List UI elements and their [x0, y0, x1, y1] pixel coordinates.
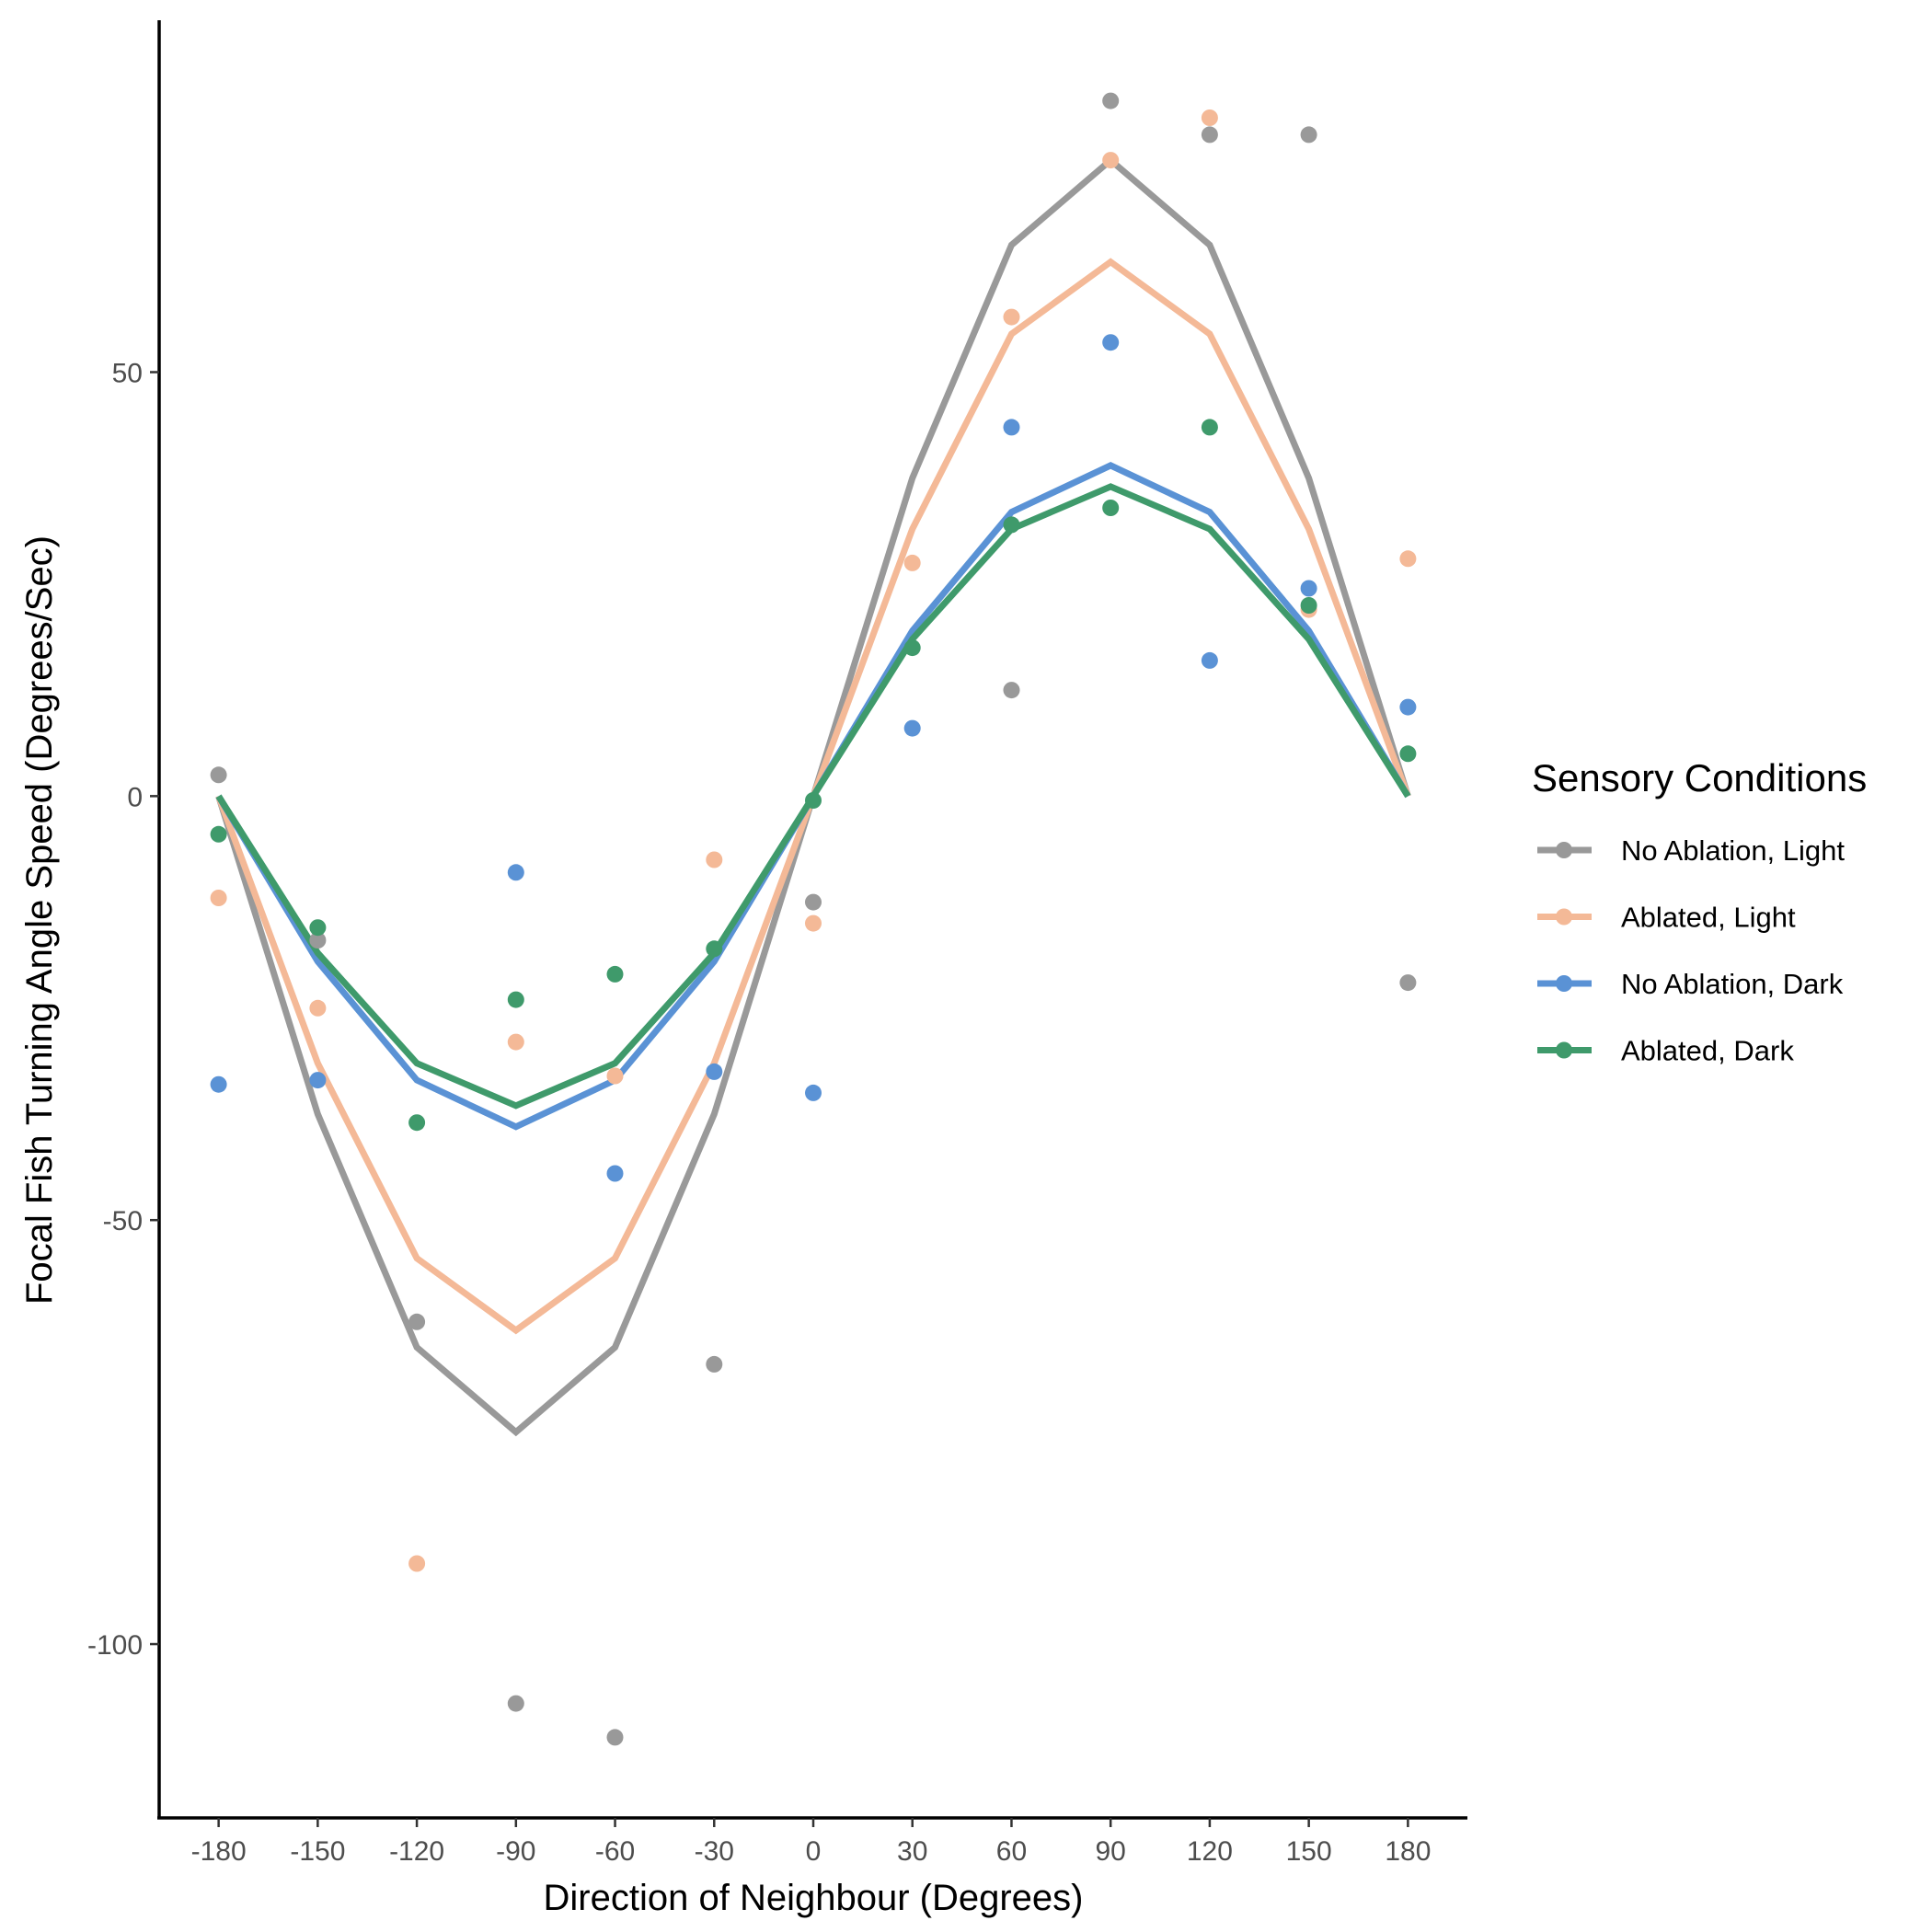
- legend-label: No Ablation, Dark: [1621, 968, 1844, 1000]
- series-point-0: [408, 1313, 426, 1330]
- series-point-3: [1300, 597, 1317, 614]
- legend-label: Ablated, Light: [1621, 902, 1796, 934]
- series-point-0: [706, 1355, 723, 1373]
- series-point-1: [1102, 152, 1120, 169]
- legend: Sensory Conditions No Ablation, Light Abl…: [1532, 756, 1867, 1067]
- series-point-2: [805, 1084, 822, 1101]
- series-point-0: [507, 1695, 524, 1712]
- series-point-3: [606, 965, 624, 983]
- series-point-3: [309, 919, 327, 937]
- series-point-1: [903, 554, 921, 571]
- series-point-1: [706, 851, 723, 868]
- x-tick-label: 60: [996, 1836, 1027, 1867]
- series-point-3: [706, 940, 723, 958]
- series-point-3: [210, 825, 227, 843]
- axes: -180 -150 -120 -90 -60 -30 0 30 60 90 120 150 180 -1…: [19, 20, 1467, 1918]
- y-tick-label: -100: [87, 1630, 143, 1661]
- series-point-3: [805, 792, 822, 809]
- x-tick-label: -90: [496, 1836, 535, 1867]
- series-point-0: [1201, 126, 1218, 144]
- series-point-2: [1201, 651, 1218, 669]
- x-tick-label: 120: [1187, 1836, 1233, 1867]
- plot-area: [210, 92, 1417, 1746]
- series-point-2: [1102, 334, 1120, 351]
- legend-title: Sensory Conditions: [1532, 756, 1867, 799]
- x-tick-label: -180: [191, 1836, 247, 1867]
- series-point-2: [606, 1165, 624, 1182]
- series-point-0: [309, 932, 327, 949]
- y-tick-label: 50: [112, 359, 143, 389]
- series-point-2: [309, 1072, 327, 1089]
- series-point-1: [606, 1067, 624, 1085]
- legend-key-point: [1556, 842, 1572, 858]
- series-point-0: [1399, 974, 1417, 992]
- series-point-1: [210, 890, 227, 906]
- series-point-2: [210, 1075, 227, 1093]
- x-axis-ticks: -180 -150 -120 -90 -60 -30 0 30 60 90 120 150 180: [191, 1818, 1431, 1867]
- legend-label: Ablated, Dark: [1621, 1035, 1794, 1067]
- series-point-1: [309, 999, 327, 1017]
- series-point-1: [1003, 308, 1020, 326]
- x-tick-label: -30: [695, 1836, 734, 1867]
- series-point-2: [1399, 698, 1417, 716]
- y-axis-title: Focal Fish Turning Angle Speed (Degrees/…: [19, 535, 60, 1305]
- series-point-3: [1399, 745, 1417, 763]
- legend-label: No Ablation, Light: [1621, 834, 1845, 867]
- series-point-2: [1003, 419, 1020, 436]
- series-point-0: [1003, 682, 1020, 699]
- x-tick-label: -150: [290, 1836, 345, 1867]
- y-tick-label: 0: [127, 782, 143, 812]
- series-point-2: [706, 1063, 723, 1080]
- y-tick-label: -50: [103, 1206, 143, 1236]
- x-axis-title: Direction of Neighbour (Degrees): [544, 1878, 1084, 1918]
- series-point-1: [1201, 109, 1218, 126]
- series-point-1: [408, 1555, 426, 1572]
- series-point-3: [1201, 419, 1218, 436]
- series-point-3: [507, 991, 524, 1008]
- series-point-3: [1102, 500, 1120, 516]
- series-point-1: [507, 1033, 524, 1051]
- series-point-0: [805, 893, 822, 911]
- x-tick-label: 0: [806, 1836, 822, 1867]
- series-point-3: [408, 1114, 426, 1132]
- series-point-2: [1300, 580, 1317, 597]
- series-point-0: [1102, 92, 1120, 109]
- series-point-0: [1300, 126, 1317, 144]
- legend-key-point: [1556, 975, 1572, 992]
- x-tick-label: -60: [595, 1836, 635, 1867]
- legend-key-point: [1556, 1041, 1572, 1059]
- series-point-3: [1003, 516, 1020, 534]
- series-point-2: [507, 864, 524, 881]
- x-tick-label: -120: [389, 1836, 444, 1867]
- x-tick-label: 150: [1286, 1836, 1332, 1867]
- series-point-3: [903, 639, 921, 657]
- series-point-2: [903, 719, 921, 737]
- legend-key-point: [1556, 908, 1572, 926]
- series-point-1: [805, 914, 822, 932]
- x-tick-label: 30: [897, 1836, 927, 1867]
- x-tick-label: 90: [1095, 1836, 1125, 1867]
- x-tick-label: 180: [1385, 1836, 1431, 1867]
- series-point-0: [210, 766, 227, 784]
- y-axis-ticks: -100 -50 0 50: [87, 359, 159, 1661]
- series-point-0: [606, 1729, 624, 1746]
- series-point-1: [1399, 550, 1417, 568]
